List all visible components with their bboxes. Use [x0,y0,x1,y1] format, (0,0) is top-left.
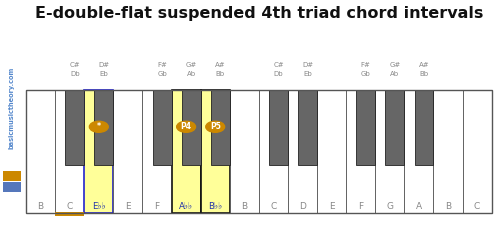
Text: Db: Db [274,71,284,77]
Bar [346,90,375,213]
Bar [55,90,84,213]
Text: C#: C# [70,62,80,68]
Text: A: A [416,202,422,211]
Text: B: B [38,202,43,211]
Text: P5: P5 [210,122,221,131]
Bar [288,90,317,213]
Text: G#: G# [389,62,401,68]
Text: A#: A# [419,62,429,68]
Bar [3,182,21,192]
Text: *: * [97,122,101,131]
Bar [259,90,288,213]
Bar [201,90,230,213]
Text: F: F [155,202,160,211]
Ellipse shape [206,121,225,132]
Text: P4: P4 [181,122,192,131]
Ellipse shape [177,121,196,132]
Text: Eb: Eb [303,71,312,77]
Text: basicmusictheory.com: basicmusictheory.com [9,67,15,149]
Text: Gb: Gb [157,71,167,77]
Bar [142,90,171,213]
Bar [113,90,142,213]
Text: C: C [474,202,480,211]
Bar [269,90,288,165]
Bar [375,90,405,213]
Bar [462,90,492,213]
Text: D#: D# [302,62,313,68]
Bar [26,90,492,213]
Bar [55,212,84,216]
Bar [26,90,55,213]
Text: B: B [445,202,451,211]
Bar [84,90,113,213]
Text: C: C [67,202,73,211]
Text: E-double-flat suspended 4th triad chord intervals: E-double-flat suspended 4th triad chord … [35,6,483,21]
Text: Bb: Bb [419,71,429,77]
Bar [94,90,113,165]
Text: F#: F# [157,62,167,68]
Bar [171,90,201,213]
Bar [211,90,230,165]
Text: A♭♭: A♭♭ [179,202,193,211]
Text: Ab: Ab [187,71,196,77]
Bar [65,90,84,165]
Bar [153,90,171,165]
Bar [385,90,405,165]
Bar [405,90,433,213]
Text: Eb: Eb [99,71,108,77]
Bar [230,90,259,213]
Text: C#: C# [273,62,284,68]
Ellipse shape [89,121,108,132]
Bar [317,90,346,213]
Bar [298,90,317,165]
Bar [3,171,21,181]
Bar [182,90,201,165]
Text: F#: F# [361,62,370,68]
Text: F: F [358,202,363,211]
Bar [356,90,375,165]
Bar [433,90,462,213]
Text: E♭♭: E♭♭ [92,202,106,211]
Text: E: E [329,202,334,211]
Text: C: C [270,202,277,211]
Text: D: D [299,202,306,211]
Text: E: E [125,202,131,211]
Text: Ab: Ab [390,71,400,77]
Bar [414,90,433,165]
Text: Db: Db [70,71,80,77]
Text: B♭♭: B♭♭ [208,202,222,211]
Text: A#: A# [215,62,226,68]
Text: B: B [241,202,247,211]
Text: Gb: Gb [361,71,370,77]
Text: G: G [386,202,393,211]
Text: Bb: Bb [216,71,225,77]
Text: D#: D# [98,62,110,68]
Text: G#: G# [186,62,197,68]
